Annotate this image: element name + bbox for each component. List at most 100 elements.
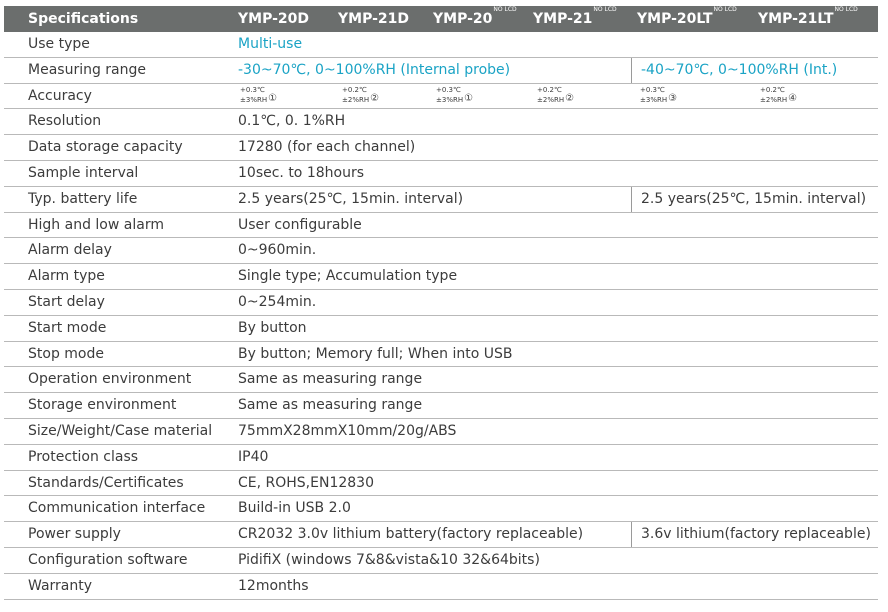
accuracy-cell: +0.2℃ ±2%RH② — [537, 86, 574, 105]
row-label: Start delay — [28, 293, 105, 310]
table-row: Configuration software PidifiX (windows 7… — [4, 548, 878, 574]
row-value: 12months — [238, 577, 309, 594]
table-row: Protection class IP40 — [4, 445, 878, 471]
row-value: Single type; Accumulation type — [238, 268, 458, 285]
table-row: Typ. battery life 2.5 years(25℃, 15min. i… — [4, 186, 878, 213]
spec-header: Specifications YMP-20D YMP-21D YMP-20NO … — [4, 6, 878, 32]
accuracy-temp: +0.2℃ — [537, 85, 562, 94]
spec-rows: Use type Multi-use Measuring range -30~70℃,… — [4, 32, 878, 600]
accuracy-temp: +0.2℃ — [760, 85, 785, 94]
row-value-alt: -40~70℃, 0~100%RH (Int.) — [641, 61, 838, 78]
row-label: Standards/Certificates — [28, 474, 184, 491]
row-label: Start mode — [28, 319, 107, 336]
accuracy-rh: ±3%RH — [240, 95, 268, 104]
table-row: Standards/Certificates CE, ROHS,EN12830 — [4, 471, 878, 497]
table-row: Warranty 12months — [4, 574, 878, 600]
row-value: -30~70℃, 0~100%RH (Internal probe) — [238, 61, 511, 78]
row-value: By button — [238, 319, 307, 336]
table-row: Alarm delay 0~960min. — [4, 238, 878, 265]
table-row: Start mode By button — [4, 316, 878, 342]
row-value: Multi-use — [238, 36, 303, 52]
accuracy-temp: +0.3℃ — [240, 85, 265, 94]
header-model: YMP-20LTNO LCD — [637, 6, 737, 27]
table-row: Accuracy +0.3℃ ±3%RH① +0.2℃ ±2%RH② +0.3℃ ±3%RH… — [4, 84, 878, 110]
accuracy-rh: ±3%RH — [640, 95, 668, 104]
row-label: Configuration software — [28, 551, 188, 568]
row-label: Use type — [28, 36, 90, 52]
row-value: 0~960min. — [238, 242, 317, 259]
accuracy-temp: +0.3℃ — [436, 85, 461, 94]
row-value: 10sec. to 18hours — [238, 164, 364, 181]
row-value: Same as measuring range — [238, 397, 423, 414]
row-value: 2.5 years(25℃, 15min. interval) — [238, 190, 464, 207]
row-label: Operation environment — [28, 371, 192, 388]
row-label: Accuracy — [28, 87, 92, 104]
accuracy-rh: ±2%RH — [537, 95, 565, 104]
header-model: YMP-21LTNO LCD — [758, 6, 858, 27]
table-row: Resolution 0.1℃, 0. 1%RH — [4, 109, 878, 136]
accuracy-cell: +0.3℃ ±3%RH① — [240, 86, 277, 105]
accuracy-cell: +0.2℃ ±2%RH② — [342, 86, 379, 105]
table-row: Communication interface Build-in USB 2.0 — [4, 496, 878, 523]
table-row: Size/Weight/Case material 75mmX28mmX10mm/… — [4, 419, 878, 445]
table-row: Start delay 0~254min. — [4, 290, 878, 316]
header-model: YMP-20NO LCD — [433, 6, 517, 27]
accuracy-note: ① — [268, 92, 278, 104]
table-row: Sample interval 10sec. to 18hours — [4, 161, 878, 187]
row-label: Stop mode — [28, 345, 104, 362]
accuracy-cell: +0.3℃ ±3%RH① — [436, 86, 473, 105]
row-value: CE, ROHS,EN12830 — [238, 474, 374, 491]
row-value: 0~254min. — [238, 293, 317, 310]
row-label: Sample interval — [28, 164, 139, 181]
accuracy-note: ③ — [668, 92, 678, 104]
header-model: YMP-21NO LCD — [533, 6, 617, 27]
row-label: Communication interface — [28, 500, 206, 517]
row-label: Warranty — [28, 577, 93, 594]
table-row: High and low alarm User configurable — [4, 213, 878, 239]
row-value: By button; Memory full; When into USB — [238, 345, 513, 362]
row-label: Typ. battery life — [28, 190, 138, 207]
row-value-alt: 2.5 years(25℃, 15min. interval) — [641, 190, 867, 207]
row-value: PidifiX (windows 7&8&vista&10 32&64bits) — [238, 551, 540, 568]
header-model: YMP-21D — [338, 11, 409, 27]
row-label: Measuring range — [28, 61, 147, 78]
accuracy-cell: +0.2℃ ±2%RH④ — [760, 86, 797, 105]
row-label: Data storage capacity — [28, 139, 183, 156]
row-label: Power supply — [28, 526, 121, 543]
column-divider — [631, 186, 632, 212]
row-value: CR2032 3.0v lithium battery(factory repl… — [238, 526, 584, 543]
column-divider — [631, 57, 632, 83]
table-row: Measuring range -30~70℃, 0~100%RH (Intern… — [4, 57, 878, 84]
row-label: Resolution — [28, 113, 102, 130]
accuracy-rh: ±2%RH — [760, 95, 788, 104]
table-row: Storage environment Same as measuring ran… — [4, 393, 878, 419]
table-row: Alarm type Single type; Accumulation type — [4, 264, 878, 290]
row-label: Protection class — [28, 448, 139, 465]
accuracy-cell: +0.3℃ ±3%RH③ — [640, 86, 677, 105]
row-value: Build-in USB 2.0 — [238, 500, 351, 517]
row-value: User configurable — [238, 216, 362, 233]
row-value: 75mmX28mmX10mm/20g/ABS — [238, 422, 457, 439]
row-value-alt: 3.6v lithium(factory replaceable) — [641, 526, 871, 543]
header-title: Specifications — [28, 11, 139, 27]
accuracy-rh: ±2%RH — [342, 95, 370, 104]
accuracy-temp: +0.3℃ — [640, 85, 665, 94]
header-model: YMP-20D — [238, 11, 309, 27]
table-row: Data storage capacity 17280 (for each cha… — [4, 135, 878, 161]
accuracy-temp: +0.2℃ — [342, 85, 367, 94]
row-value: 0.1℃, 0. 1%RH — [238, 113, 346, 130]
table-row: Power supply CR2032 3.0v lithium battery(… — [4, 522, 878, 548]
row-label: Alarm type — [28, 268, 105, 285]
accuracy-note: ① — [464, 92, 474, 104]
row-label: Storage environment — [28, 397, 177, 414]
row-value: Same as measuring range — [238, 371, 423, 388]
accuracy-note: ② — [565, 92, 575, 104]
table-row: Use type Multi-use — [4, 32, 878, 58]
accuracy-rh: ±3%RH — [436, 95, 464, 104]
accuracy-note: ② — [370, 92, 380, 104]
row-value: 17280 (for each channel) — [238, 139, 416, 156]
row-value: IP40 — [238, 448, 269, 465]
row-label: Alarm delay — [28, 242, 112, 259]
spec-table: Specifications YMP-20D YMP-21D YMP-20NO … — [4, 6, 878, 600]
accuracy-note: ④ — [788, 92, 798, 104]
